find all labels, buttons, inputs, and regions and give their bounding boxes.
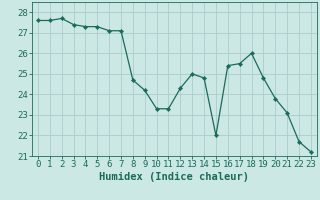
X-axis label: Humidex (Indice chaleur): Humidex (Indice chaleur) <box>100 172 249 182</box>
